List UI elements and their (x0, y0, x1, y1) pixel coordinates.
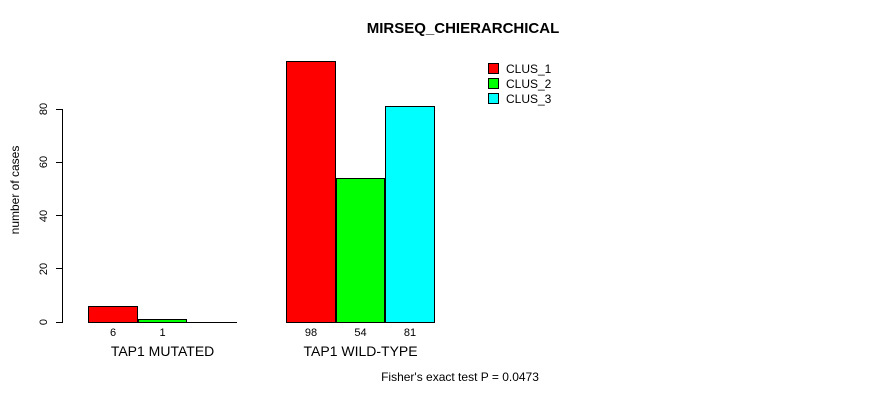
legend-swatch-icon (488, 78, 499, 89)
legend-row: CLUS_3 (488, 91, 551, 106)
bar-value-label: 54 (354, 327, 367, 339)
chart-title: MIRSEQ_CHIERARCHICAL (366, 20, 560, 37)
y-axis-tick (56, 268, 63, 270)
bar-clus_1 (286, 61, 336, 323)
y-axis-tick (56, 321, 63, 323)
footnote-pvalue: Fisher's exact test P = 0.0473 (381, 370, 539, 384)
y-axis-tick-label: 80 (38, 102, 50, 116)
y-axis-tick-label: 0 (38, 318, 50, 326)
bar-clus_1 (88, 306, 138, 323)
y-axis-tick-label: 20 (38, 262, 50, 275)
y-axis-tick (56, 161, 63, 163)
legend-swatch-icon (488, 93, 499, 104)
y-axis-tick-label: 60 (38, 156, 50, 169)
bar-value-label: 6 (109, 327, 117, 339)
legend: CLUS_1 CLUS_2 CLUS_3 (488, 61, 551, 106)
legend-swatch-icon (488, 63, 499, 74)
legend-row: CLUS_2 (488, 76, 551, 91)
y-axis-line (62, 109, 63, 323)
legend-label: CLUS_3 (506, 91, 552, 106)
bar-clus_3-zero (187, 322, 237, 323)
bar-value-label: 98 (304, 327, 318, 339)
legend-label: CLUS_2 (506, 76, 552, 91)
legend-label: CLUS_1 (506, 61, 552, 76)
bar-value-label: 81 (403, 327, 417, 339)
bar-clus_2 (138, 319, 187, 323)
y-axis-label: number of cases (8, 145, 22, 235)
category-label: TAP1 WILD-TYPE (303, 343, 418, 359)
bar-clus_3 (385, 106, 435, 323)
category-label: TAP1 MUTATED (110, 343, 215, 359)
legend-row: CLUS_1 (488, 61, 551, 76)
bar-clus_2 (336, 178, 385, 323)
y-axis-tick (56, 215, 63, 216)
y-axis-tick (56, 108, 63, 110)
y-axis-tick-label: 40 (38, 209, 50, 222)
bar-value-label: 1 (159, 327, 166, 339)
